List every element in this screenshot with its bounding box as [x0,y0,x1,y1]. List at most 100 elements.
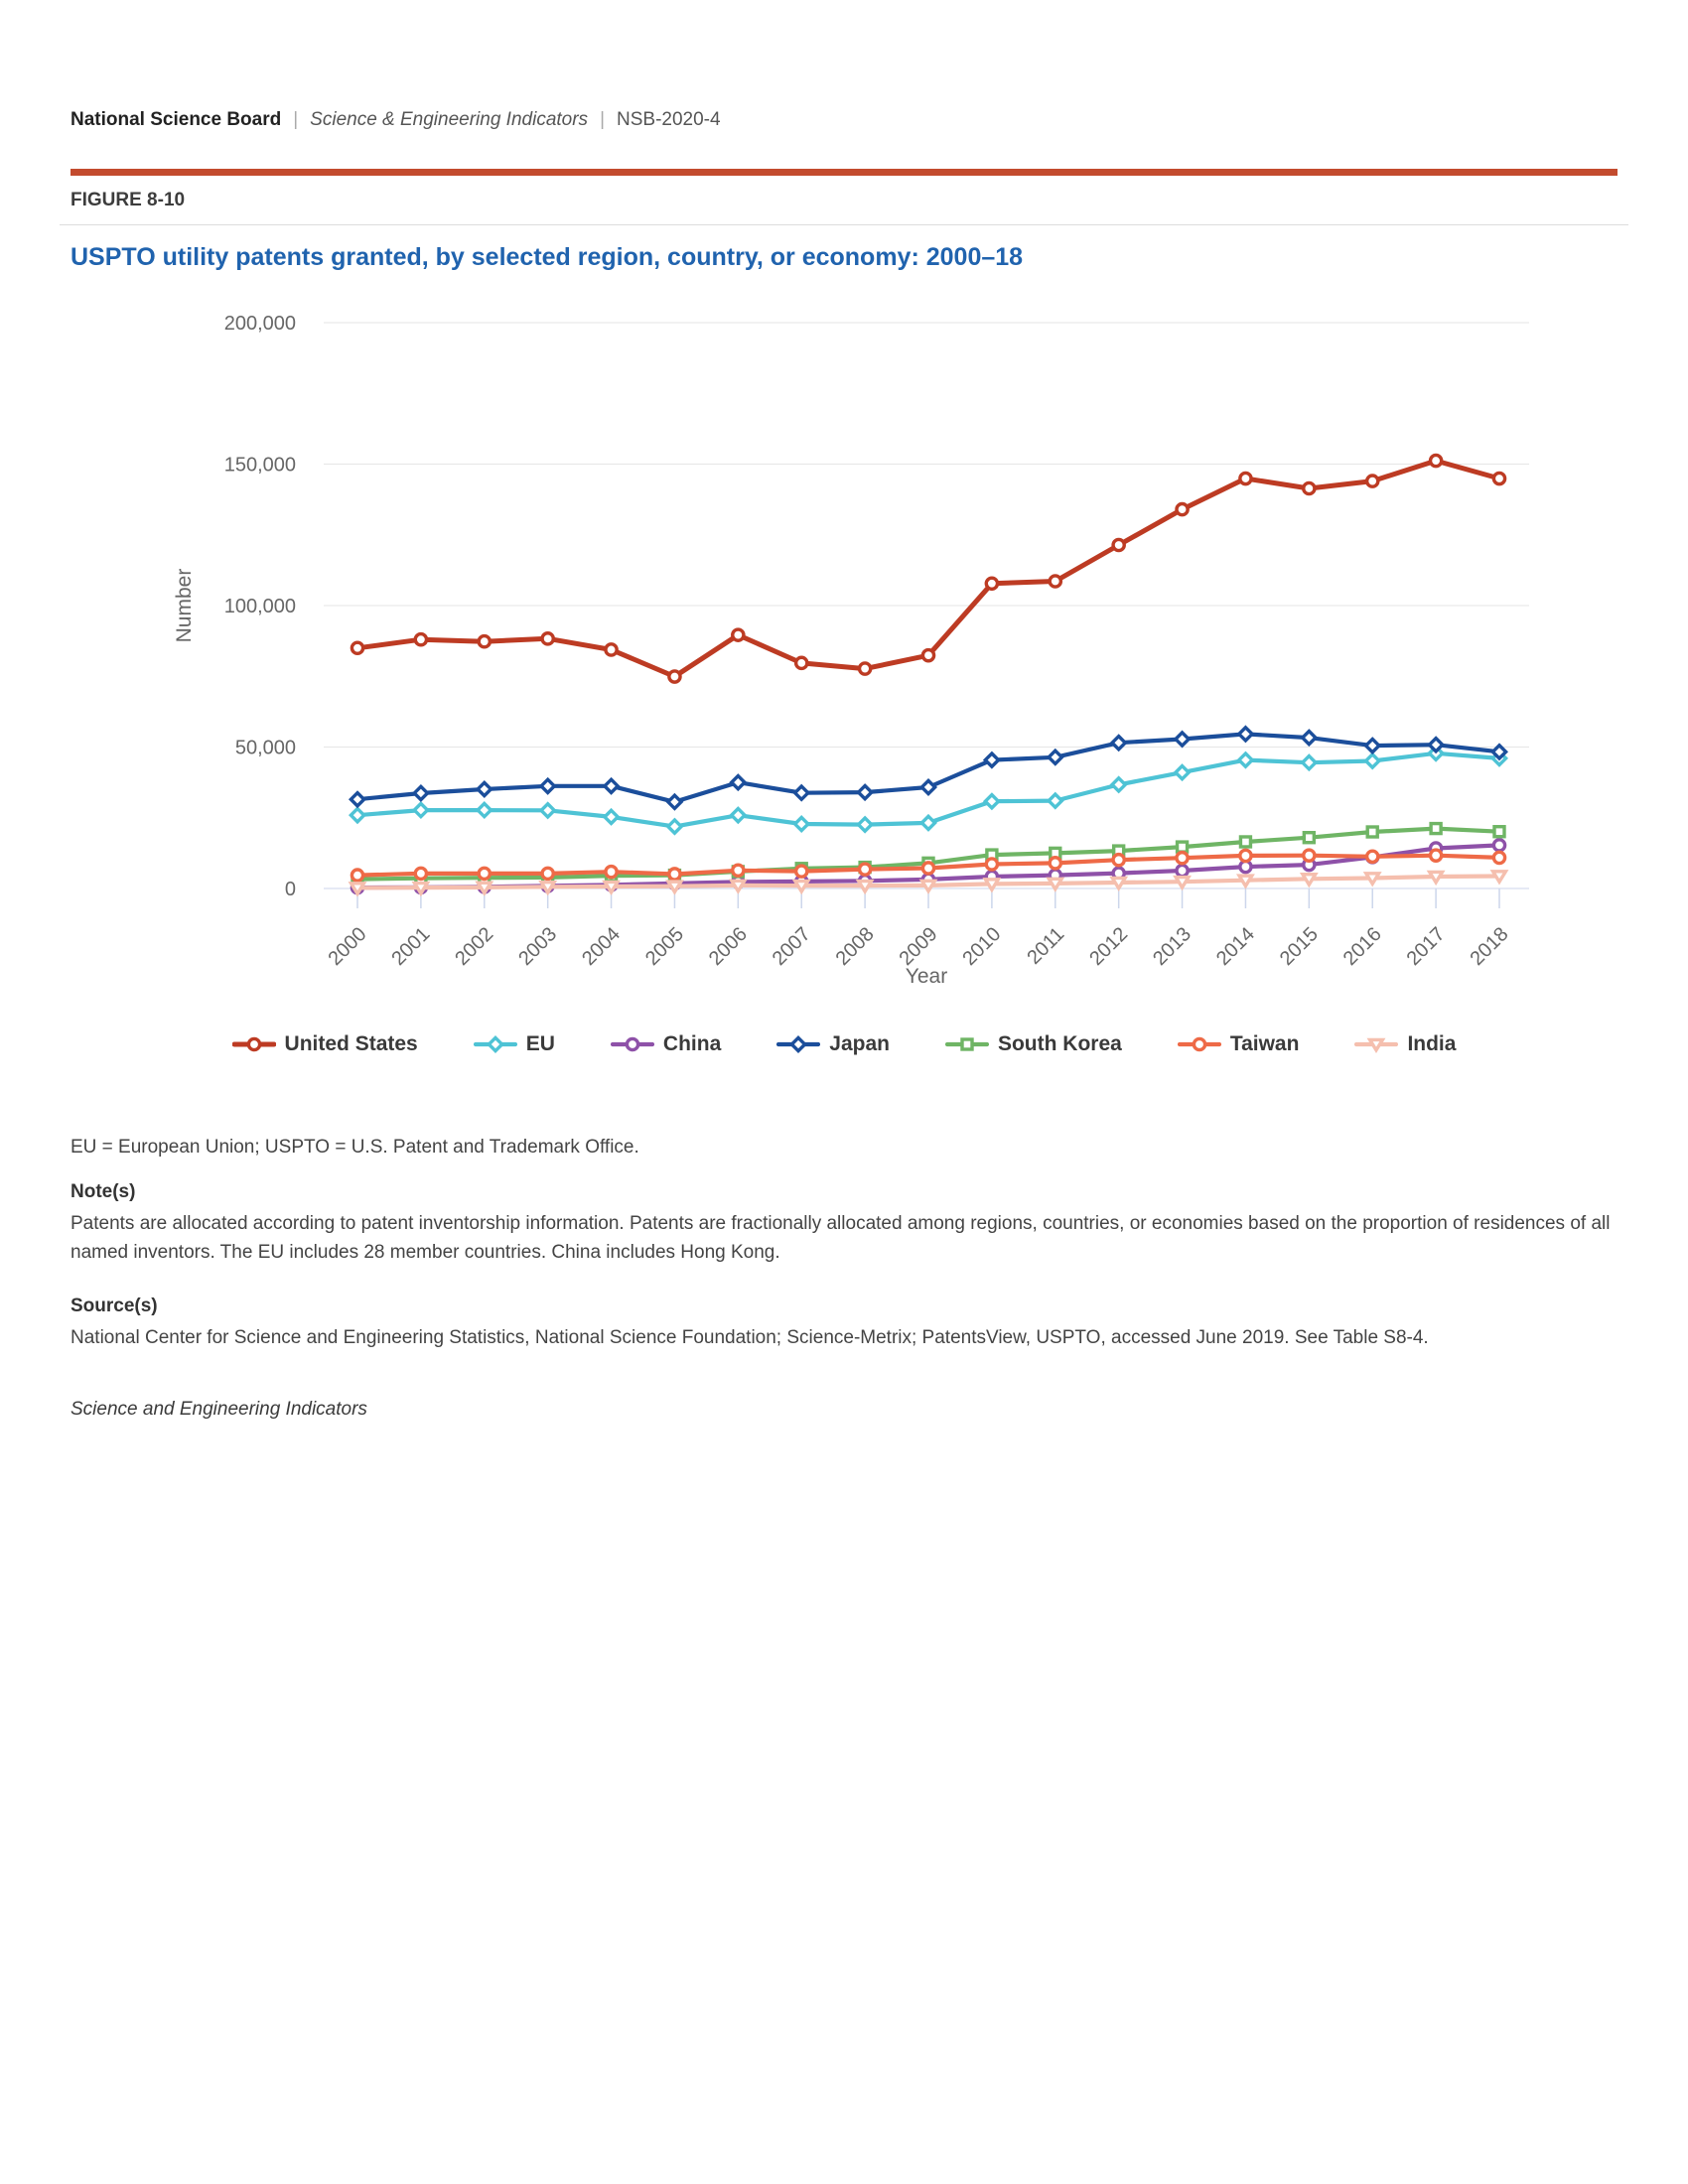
data-point-marker[interactable] [920,647,936,663]
data-point-marker[interactable] [982,792,1001,811]
data-point-marker[interactable] [540,866,555,882]
data-point-marker[interactable] [1175,840,1190,854]
data-point-marker[interactable] [1491,838,1507,853]
data-point-marker[interactable] [984,857,1000,872]
data-point-marker[interactable] [413,631,429,647]
data-point-marker[interactable] [1362,872,1382,887]
data-point-marker[interactable] [982,751,1001,769]
data-point-marker[interactable] [1175,850,1190,866]
data-point-marker[interactable] [348,806,367,825]
data-point-marker[interactable] [1429,821,1443,836]
data-point-marker[interactable] [1109,734,1128,752]
data-point-marker[interactable] [1235,874,1255,889]
data-point-marker[interactable] [1300,729,1319,748]
data-point-marker[interactable] [792,783,811,802]
data-point-marker[interactable] [350,640,365,656]
legend-item-united-states[interactable]: United States [231,1032,418,1056]
data-point-marker[interactable] [602,776,621,795]
data-point-marker[interactable] [918,879,938,894]
data-point-marker[interactable] [1366,1037,1386,1054]
data-point-marker[interactable] [538,776,557,795]
data-point-marker[interactable] [1489,870,1509,886]
data-point-marker[interactable] [540,631,555,646]
data-point-marker[interactable] [625,1036,640,1052]
data-point-marker[interactable] [1046,748,1064,766]
data-point-marker[interactable] [1428,848,1444,863]
data-point-marker[interactable] [1491,850,1507,866]
data-point-marker[interactable] [793,655,809,671]
data-point-marker[interactable] [665,817,684,836]
data-point-marker[interactable] [486,1034,504,1054]
data-point-marker[interactable] [538,801,557,820]
data-point-marker[interactable] [1109,775,1128,794]
data-point-marker[interactable] [602,880,621,896]
data-point-marker[interactable] [789,1034,808,1054]
data-point-marker[interactable] [960,1037,974,1051]
data-point-marker[interactable] [728,879,748,894]
data-point-marker[interactable] [1302,480,1317,496]
data-point-marker[interactable] [793,864,809,879]
data-point-marker[interactable] [731,627,746,642]
data-point-marker[interactable] [1173,730,1192,749]
data-point-marker[interactable] [1175,863,1190,879]
data-point-marker[interactable] [918,777,938,796]
data-point-marker[interactable] [920,861,936,876]
data-point-marker[interactable] [1428,453,1444,469]
data-point-marker[interactable] [1173,763,1192,782]
data-point-marker[interactable] [602,807,621,826]
data-point-marker[interactable] [477,633,492,649]
data-point-marker[interactable] [1489,743,1509,761]
data-point-marker[interactable] [1365,825,1379,839]
legend-item-taiwan[interactable]: Taiwan [1177,1032,1299,1056]
data-point-marker[interactable] [604,864,619,880]
legend-item-japan[interactable]: Japan [776,1032,890,1056]
data-point-marker[interactable] [1492,825,1506,839]
data-point-marker[interactable] [475,801,493,820]
data-point-marker[interactable] [857,661,873,676]
data-point-marker[interactable] [350,868,365,883]
data-point-marker[interactable] [1175,501,1190,517]
data-point-marker[interactable] [857,862,873,877]
data-point-marker[interactable] [1111,852,1126,868]
data-point-marker[interactable] [1238,471,1253,486]
data-point-marker[interactable] [1364,849,1380,865]
data-point-marker[interactable] [475,779,493,798]
data-point-marker[interactable] [604,642,619,657]
data-point-marker[interactable] [982,878,1002,893]
data-point-marker[interactable] [1426,870,1446,887]
data-point-marker[interactable] [1238,835,1253,849]
data-point-marker[interactable] [411,783,430,802]
data-point-marker[interactable] [856,815,875,834]
data-point-marker[interactable] [1300,753,1319,772]
data-point-marker[interactable] [792,815,811,834]
data-point-marker[interactable] [1491,471,1507,486]
data-point-marker[interactable] [791,879,811,895]
data-point-marker[interactable] [667,669,682,684]
data-point-marker[interactable] [856,783,875,802]
data-point-marker[interactable] [731,863,746,879]
data-point-marker[interactable] [665,880,684,895]
data-point-marker[interactable] [246,1036,261,1052]
data-point-marker[interactable] [855,879,875,895]
data-point-marker[interactable] [1048,856,1063,871]
data-point-marker[interactable] [348,882,367,897]
data-point-marker[interactable] [1048,574,1063,589]
data-point-marker[interactable] [411,801,430,820]
data-point-marker[interactable] [1363,737,1382,755]
data-point-marker[interactable] [984,576,1000,592]
data-point-marker[interactable] [918,813,938,832]
data-point-marker[interactable] [538,880,558,896]
data-point-marker[interactable] [1363,751,1382,770]
data-point-marker[interactable] [1192,1036,1207,1052]
data-point-marker[interactable] [729,806,748,825]
legend-item-south-korea[interactable]: South Korea [944,1032,1122,1056]
data-point-marker[interactable] [1427,736,1446,754]
data-point-marker[interactable] [1173,875,1193,891]
data-point-marker[interactable] [413,866,429,882]
data-point-marker[interactable] [1109,876,1129,892]
legend-item-eu[interactable]: EU [473,1032,555,1056]
data-point-marker[interactable] [475,881,494,896]
data-point-marker[interactable] [1046,877,1065,892]
data-point-marker[interactable] [477,866,492,882]
data-point-marker[interactable] [1238,848,1253,864]
